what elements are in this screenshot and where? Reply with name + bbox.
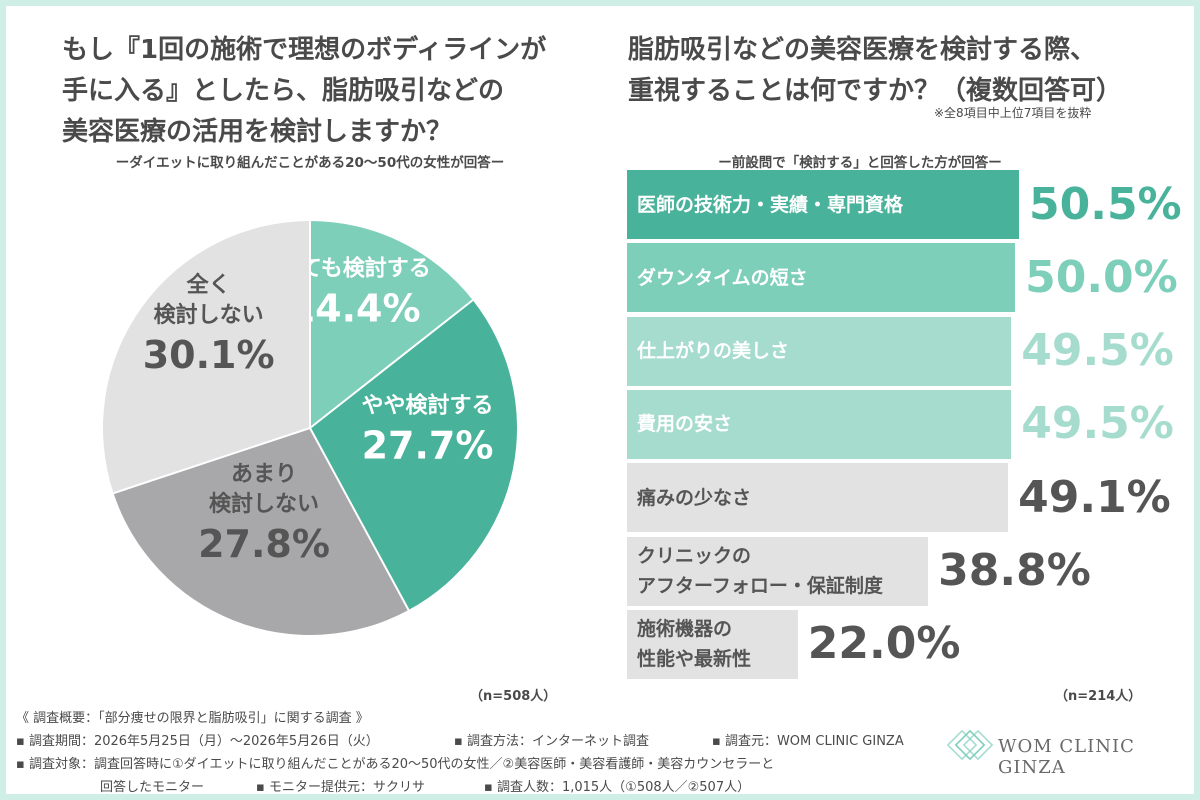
bar-label-2: ダウンタイムの短さ	[637, 263, 808, 293]
bar-value-3: 49.5%	[1021, 325, 1174, 377]
survey-count: ▪ 調査人数：1,015人（①508人／②507人）	[484, 780, 751, 795]
bar-label-6-line-2: アフターフォロー・保証制度	[637, 575, 883, 597]
bar-3	[627, 316, 1012, 386]
survey-target: ▪ 調査対象：調査回答時に①ダイエットに取り組んだことがある20〜50代の女性／…	[16, 757, 775, 772]
pie-slice-1	[310, 221, 473, 428]
pie-slice-3	[113, 428, 409, 635]
bar-4	[627, 389, 1012, 459]
right-note: ※全8項目中上位7項目を抜粋	[934, 106, 1092, 120]
bar-value-5: 49.1%	[1018, 471, 1171, 523]
bar-label-4-line-1: 費用の安さ	[637, 413, 733, 436]
bar-label-7: 施術機器の性能や最新性	[637, 614, 751, 674]
survey-method: ▪ 調査方法：インターネット調査	[454, 734, 649, 749]
left-n-label: （n=508人）	[470, 689, 557, 704]
bar-5	[627, 463, 1009, 533]
clinic-logo-text: WOM CLINIC GINZA	[998, 736, 1135, 778]
bar-value-6: 38.8%	[938, 545, 1091, 596]
right-question-title: 脂肪吸引などの美容医療を検討する際、 重視することは何ですか？（複数回答可）	[628, 30, 1148, 112]
pie-value-3: 27.8%	[198, 522, 330, 566]
bar-label-2-line-1: ダウンタイムの短さ	[637, 266, 808, 289]
bar-label-5-line-1: 痛みの少なさ	[637, 486, 752, 509]
bar-label-7-line-1: 施術機器の	[637, 618, 733, 641]
right-subtitle: ー前設問で「検討する」と回答した方が回答ー	[718, 155, 1002, 171]
pie-label-2-line-1: やや検討する	[361, 392, 493, 418]
bar-label-4: 費用の安さ	[637, 409, 732, 439]
pie-label-4-line-2: 検討しない	[154, 302, 264, 328]
bar-label-1: 医師の技術力・実績・専門資格	[637, 190, 903, 220]
survey-period: ▪ 調査期間：2026年5月25日（月）〜2026年5月26日（火）	[16, 734, 379, 749]
bar-7	[627, 609, 798, 679]
bar-label-6: クリニックのアフターフォロー・保証制度	[637, 541, 883, 601]
pie-value-2: 27.7%	[362, 423, 494, 467]
left-title-line-1: もし『1回の施術で理想のボディラインが	[62, 35, 547, 65]
pie-separator-2	[309, 299, 474, 429]
pie-value-4: 30.1%	[143, 333, 275, 377]
monitor-provider: ▪ モニター提供元：サクリサ	[256, 780, 425, 795]
bar-6	[627, 536, 929, 606]
pie-slice-2	[310, 300, 517, 611]
bar-2	[627, 243, 1016, 313]
pie-label-3-line-1: あまり	[231, 462, 297, 487]
bar-value-7: 22.0%	[807, 618, 961, 670]
bar-1	[627, 170, 1019, 239]
bar-value-1: 50.5%	[1029, 178, 1182, 230]
pie-separator-3	[309, 427, 410, 611]
bar-label-3: 仕上がりの美しさ	[637, 336, 789, 366]
bar-label-3-line-1: 仕上がりの美しさ	[637, 340, 790, 363]
pie-slice-4	[102, 220, 310, 494]
right-title-line-2: 重視することは何ですか？（複数回答可）	[628, 76, 1123, 106]
survey-target-cont: 回答したモニター	[100, 780, 205, 795]
bar-label-7-line-2: 性能や最新性	[637, 648, 752, 671]
left-question-title: もし『1回の施術で理想のボディラインが 手に入る』としたら、脂肪吸引などの 美容…	[62, 30, 582, 153]
bar-label-1-line-1: 医師の技術力・実績・専門資格	[637, 193, 904, 216]
left-subtitle: ーダイエットに取り組んだことがある20〜50代の女性が回答ー	[115, 155, 505, 171]
bar-value-2: 50.0%	[1025, 251, 1178, 303]
right-n-label: （n=214人）	[1055, 689, 1142, 704]
pie-label-4-line-1: 全く	[186, 272, 231, 298]
bar-value-4: 49.5%	[1021, 398, 1174, 450]
pie-separator-4	[113, 427, 311, 495]
bar-label-5: 痛みの少なさ	[637, 483, 751, 513]
survey-overview: 《 調査概要：「部分痩せの限界と脂肪吸引」に関する調査 》	[16, 711, 369, 726]
right-title-line-1: 脂肪吸引などの美容医療を検討する際、	[628, 35, 1097, 65]
bar-label-6-line-1: クリニックの	[637, 545, 752, 567]
pie-label-3-line-2: 検討しない	[209, 491, 319, 517]
left-title-line-2: 手に入る』としたら、脂肪吸引などの	[62, 76, 505, 106]
left-title-line-3: 美容医療の活用を検討しますか？	[62, 117, 453, 147]
survey-source: ▪ 調査元：WOM CLINIC GINZA	[712, 734, 904, 749]
